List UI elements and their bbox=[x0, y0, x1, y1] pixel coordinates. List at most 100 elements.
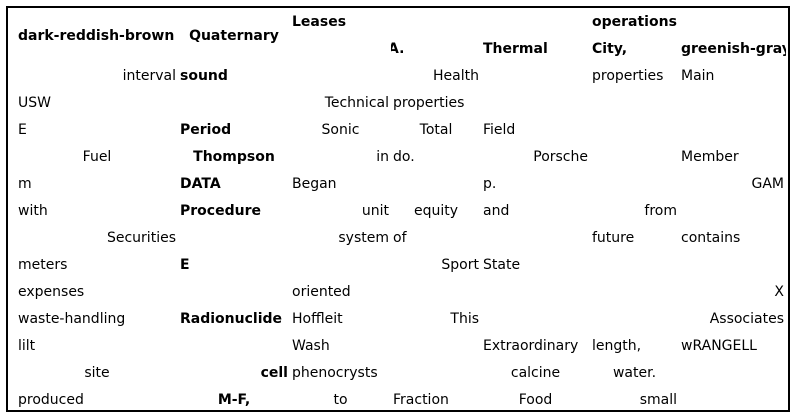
data-table: dark-reddish-brown Quaternary Leases N.A… bbox=[16, 9, 786, 414]
table-cell: Fraction bbox=[393, 392, 449, 408]
table-cell bbox=[481, 279, 590, 306]
table-cell: Thompson bbox=[193, 149, 275, 165]
table-cell: of bbox=[393, 230, 407, 246]
table-cell: Wash bbox=[292, 338, 330, 354]
table-cell: equity bbox=[413, 203, 459, 219]
table-cell bbox=[679, 387, 786, 414]
table-cell: Main bbox=[681, 68, 715, 84]
table-cell: do. bbox=[393, 149, 415, 165]
table-cell: Period bbox=[180, 122, 232, 138]
table-cell: phenocrysts bbox=[292, 365, 378, 381]
header-cell: Quaternary bbox=[189, 27, 279, 44]
table-row: lilt Wash Extraordinary length, wRANGELL bbox=[16, 333, 786, 360]
table-cell: Health bbox=[433, 68, 479, 84]
table-cell: Field bbox=[483, 122, 516, 138]
table-cell bbox=[590, 144, 679, 171]
table-cell bbox=[178, 279, 290, 306]
table-cell: Hoffleit bbox=[292, 311, 343, 327]
table-header-row: dark-reddish-brown Quaternary Leases N.A… bbox=[16, 9, 786, 63]
table-cell bbox=[679, 198, 786, 225]
table-row: waste-handling Radionuclide Hoffleit This As… bbox=[16, 306, 786, 333]
table-cell: This bbox=[450, 311, 479, 327]
header-cell: Leases bbox=[290, 9, 391, 63]
table-cell: Began bbox=[292, 176, 337, 192]
table-cell: to bbox=[333, 392, 348, 408]
table-row: meters E Sport State bbox=[16, 252, 786, 279]
table-cell bbox=[679, 117, 786, 144]
table-cell: properties bbox=[393, 95, 465, 111]
table-cell: cell bbox=[260, 365, 288, 381]
table-cell bbox=[481, 63, 590, 90]
table-cell: Fuel bbox=[82, 149, 112, 165]
table-cell: future bbox=[592, 230, 635, 246]
table-row: USW Technical properties bbox=[16, 90, 786, 117]
table-cell bbox=[481, 90, 590, 117]
table-cell bbox=[679, 360, 786, 387]
table-cell: Securities bbox=[106, 230, 176, 246]
table-cell: interval bbox=[122, 68, 176, 84]
table-cell: properties bbox=[592, 68, 664, 84]
table-row: Securities system of future contains bbox=[16, 225, 786, 252]
table-row: E Period Sonic Total Field bbox=[16, 117, 786, 144]
header-text: N.A. bbox=[391, 41, 405, 57]
table-cell bbox=[178, 225, 290, 252]
table-cell: sound bbox=[180, 68, 228, 84]
table-cell: oriented bbox=[292, 284, 351, 300]
table-row: Fuel Thompson in do. Porsche Member bbox=[16, 144, 786, 171]
table-cell: Sonic bbox=[321, 122, 360, 138]
table-cell bbox=[391, 360, 481, 387]
table-row: with Procedure unit equity and from bbox=[16, 198, 786, 225]
table-cell: Procedure bbox=[180, 203, 261, 219]
table-cell: in bbox=[376, 149, 389, 165]
table-cell: calcine bbox=[510, 365, 561, 381]
table-cell: small bbox=[639, 392, 677, 408]
table-cell: produced bbox=[18, 392, 84, 408]
table-cell: Food bbox=[518, 392, 553, 408]
table-cell: State bbox=[483, 257, 521, 273]
table-cell bbox=[679, 90, 786, 117]
table-cell bbox=[590, 90, 679, 117]
table-row: m DATA Began p. GAM bbox=[16, 171, 786, 198]
table-row: interval sound Health properties Main bbox=[16, 63, 786, 90]
table-row: produced M-F, to Fraction Food small bbox=[16, 387, 786, 414]
table-cell: M-F, bbox=[217, 392, 251, 408]
header-cell: greenish-gray, bbox=[679, 9, 786, 63]
table-cell: length, bbox=[592, 338, 642, 354]
table-cell: Radionuclide bbox=[180, 311, 283, 327]
header-text: Thermal bbox=[483, 41, 548, 57]
table-cell: E bbox=[180, 257, 190, 273]
table-cell: and bbox=[483, 203, 510, 219]
header-cell: operations City, bbox=[590, 9, 679, 63]
header-cell: dark-reddish-brown bbox=[18, 27, 175, 44]
table-cell: system bbox=[338, 230, 389, 246]
header-text: greenish-gray, bbox=[681, 41, 786, 57]
table-cell bbox=[178, 90, 290, 117]
table-cell: X bbox=[774, 284, 784, 300]
table-cell: Sport bbox=[441, 257, 479, 273]
table-cell: site bbox=[84, 365, 110, 381]
table-cell bbox=[391, 171, 481, 198]
table-cell: m bbox=[18, 176, 32, 192]
table-cell: Associates bbox=[709, 311, 784, 327]
table-cell bbox=[590, 171, 679, 198]
table-cell bbox=[290, 252, 391, 279]
table-row: site cell phenocrysts calcine water. bbox=[16, 360, 786, 387]
table-cell bbox=[679, 252, 786, 279]
table-cell: Total bbox=[419, 122, 453, 138]
table-cell bbox=[590, 117, 679, 144]
table-cell: water. bbox=[612, 365, 657, 381]
table-cell: waste-handling bbox=[18, 311, 126, 327]
table-cell: GAM bbox=[751, 176, 784, 192]
table-cell bbox=[590, 306, 679, 333]
table-cell: from bbox=[644, 203, 677, 219]
table-cell: Member bbox=[681, 149, 739, 165]
table-cell: p. bbox=[483, 176, 497, 192]
table-cell bbox=[391, 279, 481, 306]
table-cell: DATA bbox=[180, 176, 221, 192]
table-cell: lilt bbox=[18, 338, 36, 354]
header-text: City, bbox=[592, 41, 628, 57]
table-cell: E bbox=[18, 122, 27, 138]
table-frame: dark-reddish-brown Quaternary Leases N.A… bbox=[6, 6, 790, 412]
table-cell bbox=[290, 63, 391, 90]
table-cell: Technical bbox=[324, 95, 389, 111]
